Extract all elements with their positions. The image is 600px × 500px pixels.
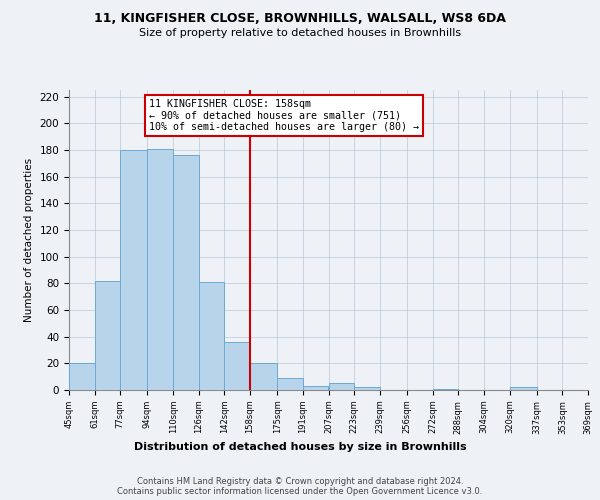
Y-axis label: Number of detached properties: Number of detached properties [24,158,34,322]
Bar [329,384,354,390]
Bar [224,342,250,390]
Bar [120,150,148,390]
Text: Size of property relative to detached houses in Brownhills: Size of property relative to detached ho… [139,28,461,38]
Bar [433,388,458,390]
Text: Distribution of detached houses by size in Brownhills: Distribution of detached houses by size … [134,442,466,452]
Bar [173,156,199,390]
Bar [148,148,173,390]
Text: Contains public sector information licensed under the Open Government Licence v3: Contains public sector information licen… [118,488,482,496]
Bar [277,378,303,390]
Bar [250,364,277,390]
Bar [303,386,329,390]
Bar [199,282,224,390]
Bar [354,388,380,390]
Text: 11, KINGFISHER CLOSE, BROWNHILLS, WALSALL, WS8 6DA: 11, KINGFISHER CLOSE, BROWNHILLS, WALSAL… [94,12,506,26]
Bar [95,280,120,390]
Text: 11 KINGFISHER CLOSE: 158sqm
← 90% of detached houses are smaller (751)
10% of se: 11 KINGFISHER CLOSE: 158sqm ← 90% of det… [149,99,419,132]
Bar [69,364,95,390]
Text: Contains HM Land Registry data © Crown copyright and database right 2024.: Contains HM Land Registry data © Crown c… [137,478,463,486]
Bar [509,388,537,390]
